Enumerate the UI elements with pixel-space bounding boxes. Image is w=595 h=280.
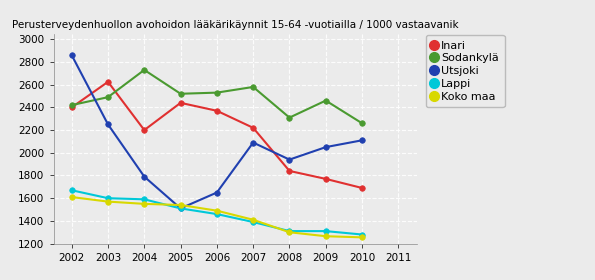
Legend: Inari, Sodankylä, Utsjoki, Lappi, Koko maa: Inari, Sodankylä, Utsjoki, Lappi, Koko m… xyxy=(425,35,505,107)
Title: Perusterveydenhuollon avohoidon lääkärikäynnit 15-64 -vuotiailla / 1000 vastaava: Perusterveydenhuollon avohoidon lääkärik… xyxy=(12,20,458,30)
